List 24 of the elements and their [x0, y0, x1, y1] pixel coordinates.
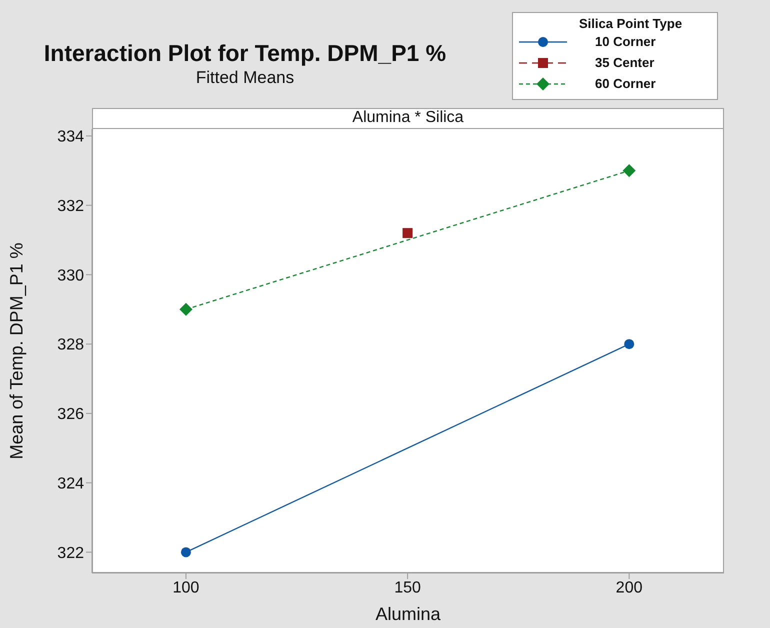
legend-label: 35 Center [595, 55, 654, 70]
chart-subtitle: Fitted Means [194, 68, 296, 88]
y-tick-label: 328 [57, 336, 84, 354]
x-tick-label: 100 [172, 579, 200, 596]
y-tick-label: 322 [57, 544, 84, 562]
y-tick-label: 334 [57, 128, 84, 146]
y-tick-label: 326 [57, 406, 84, 424]
legend-title: Silica Point Type [579, 16, 684, 31]
y-tick-label: 330 [57, 267, 84, 284]
y-tick-label: 332 [57, 198, 84, 215]
point [180, 547, 191, 558]
x-axis-title: Alumina [375, 604, 442, 624]
point [624, 339, 634, 350]
x-tick-label: 200 [616, 579, 643, 596]
y-tick-label: 324 [57, 475, 84, 492]
legend-label: 60 Corner [595, 76, 656, 91]
x-tick-label: 150 [394, 579, 421, 596]
point [179, 302, 192, 316]
point [402, 228, 413, 238]
text: Alumina * Silica [352, 109, 464, 126]
legend-label: 10 Corner [595, 34, 656, 49]
point [622, 164, 636, 178]
chart-title: Interaction Plot for Temp. DPM_P1 % [42, 40, 448, 67]
y-axis-title: Mean of Temp. DPM_P1 % [6, 242, 26, 460]
